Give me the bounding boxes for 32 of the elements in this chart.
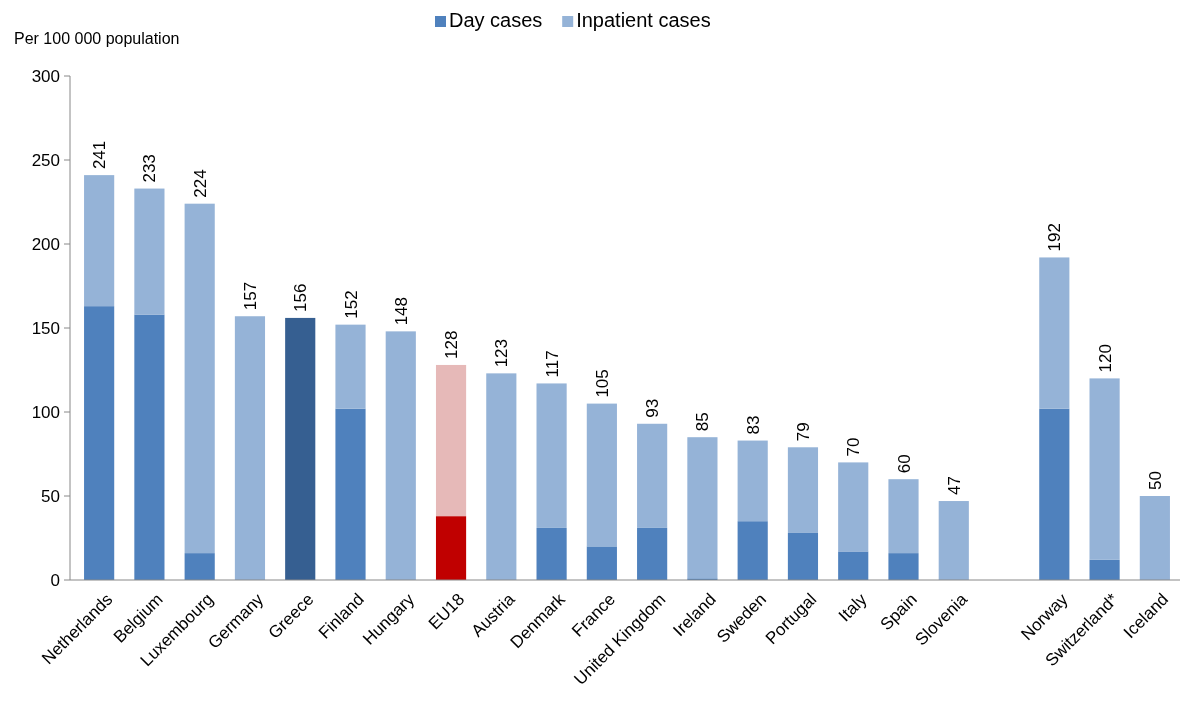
total-label: 83 (743, 415, 763, 435)
total-label: 233 (140, 154, 160, 183)
total-label: 60 (894, 454, 914, 474)
total-label: 50 (1145, 471, 1165, 490)
y-axis-title: Per 100 000 population (14, 30, 180, 47)
y-tick-label: 300 (31, 66, 60, 86)
y-tick-label: 250 (31, 150, 60, 170)
total-label: 85 (693, 412, 713, 432)
y-tick-label: 0 (50, 570, 60, 590)
total-label: 241 (90, 140, 110, 170)
y-tick-label: 50 (41, 486, 60, 506)
total-label: 70 (844, 437, 864, 457)
total-label: 47 (944, 476, 964, 496)
y-tick-label: 150 (31, 318, 60, 338)
total-label: 156 (291, 283, 311, 312)
total-label: 128 (442, 330, 462, 359)
x-tick-label: Italy (834, 589, 871, 626)
y-tick-label: 200 (31, 234, 60, 254)
total-label: 152 (341, 290, 361, 319)
total-label: 148 (391, 296, 411, 326)
total-label: 93 (643, 398, 663, 418)
total-label: 157 (240, 281, 260, 311)
total-label: 79 (793, 422, 813, 442)
total-label: 123 (492, 338, 512, 368)
total-label: 117 (542, 350, 562, 378)
total-label: 224 (190, 169, 210, 198)
total-label: 105 (592, 369, 612, 398)
y-tick-label: 100 (31, 402, 60, 422)
total-label: 120 (1095, 344, 1115, 373)
legend-label: Inpatient cases (576, 9, 711, 31)
total-label: 192 (1045, 223, 1065, 252)
legend-label: Day cases (449, 9, 543, 31)
